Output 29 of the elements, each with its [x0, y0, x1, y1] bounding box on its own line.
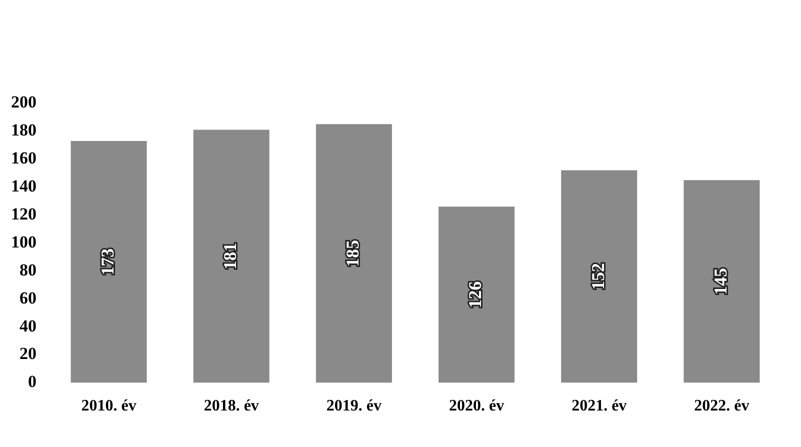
bar	[70, 140, 147, 383]
bar	[684, 180, 760, 383]
y-tick-label: 40	[20, 316, 36, 336]
bar	[561, 170, 638, 383]
bar	[438, 206, 515, 383]
x-tick-label: 2022. év	[694, 398, 750, 415]
y-tick-label: 100	[11, 232, 36, 252]
data-label: 126	[465, 281, 486, 308]
y-tick-label: 20	[20, 344, 36, 364]
bar	[316, 124, 392, 383]
y-tick-label: 180	[11, 120, 36, 140]
y-tick-label: 120	[11, 204, 36, 224]
x-tick-label: 2021. év	[572, 398, 627, 415]
data-label: 145	[710, 268, 730, 295]
data-label: 152	[588, 263, 608, 290]
x-tick-label: 2019. év	[326, 398, 382, 415]
data-label: 173	[97, 248, 118, 276]
bar	[193, 130, 270, 383]
x-tick-label: 2010. év	[81, 398, 136, 415]
y-tick-label: 200	[11, 92, 36, 112]
y-tick-label: 60	[20, 288, 36, 308]
y-tick-label: 0	[28, 372, 36, 392]
y-tick-label: 80	[20, 260, 36, 280]
y-tick-label: 140	[11, 176, 36, 196]
data-label: 185	[342, 240, 363, 267]
y-tick-label: 160	[11, 148, 36, 168]
data-label: 181	[220, 242, 240, 270]
x-tick-label: 2018. év	[204, 398, 259, 415]
x-tick-label: 2020. év	[448, 398, 504, 415]
